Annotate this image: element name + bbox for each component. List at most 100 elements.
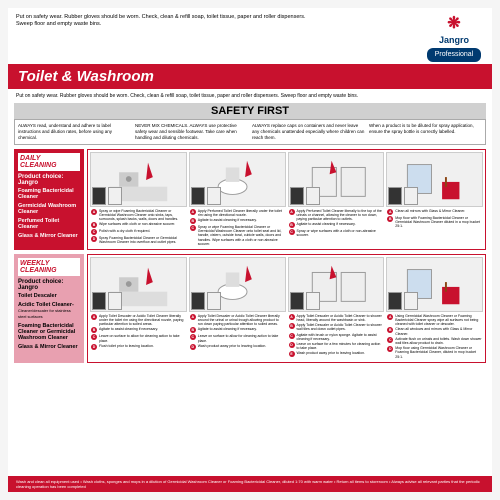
daily-section: DAILY CLEANING Product choice: Jangro Fo… [14, 149, 486, 250]
step-bullet: CSpray or wipe surfaces with a cloth or … [289, 229, 384, 237]
product-thumb-icon [290, 187, 304, 205]
step: AApply Perfumed Toilet Cleaner liberally… [189, 152, 286, 247]
product-thumb-icon [108, 292, 122, 310]
step-bullet: AApply Toilet Descaler or Acidic Toilet … [289, 314, 384, 322]
step-bullet: AApply Toilet Descaler or Acidic Toilet … [190, 314, 285, 327]
bullet-text: Flush toilet prior to leaving location. [99, 344, 154, 350]
product-thumb-icon [404, 292, 418, 310]
step-text: AApply Toilet Descaler or Acidic Toilet … [90, 314, 187, 351]
step-text: AApply Toilet Descaler or Acidic Toilet … [288, 314, 385, 359]
product-thumb-icon [108, 187, 122, 205]
step-illustration [189, 152, 286, 207]
product-thumb-icon [388, 292, 402, 310]
bullet-text: Mop floor using Germicidal Washroom Clea… [395, 346, 482, 359]
bullet-text: Spray Foaming Bactericidal Cleaner or Ge… [99, 236, 186, 244]
daily-label: DAILY CLEANING Product choice: Jangro Fo… [14, 149, 84, 250]
step-illustration [90, 152, 187, 207]
step-bullet: BMop floor with Foaming Bactericidal Cle… [387, 216, 482, 229]
step-bullet: AApply Perfumed Toilet Cleaner liberally… [289, 209, 384, 222]
step-bullet: CSpray or wipe Foaming Bactericidal Clea… [190, 225, 285, 246]
product-thumb-icon [290, 292, 304, 310]
step: AClean all mirrors with Glass & Mirror C… [386, 152, 483, 247]
bullet-text: Clean all windows and mirrors with Glass… [395, 327, 482, 335]
step-bullet: CActivate flush on urinals and toilets. … [387, 337, 482, 345]
bullet-marker: B [387, 327, 393, 333]
step-bullet: AApply Toilet Descaler or Acidic Toilet … [91, 314, 186, 327]
step-bullet: BClean all windows and mirrors with Glas… [387, 327, 482, 335]
bullet-marker: B [387, 216, 393, 222]
step-text: AApply Perfumed Toilet Cleaner liberally… [189, 209, 286, 247]
bullet-text: Leave on surface to allow for cleaning a… [99, 334, 186, 342]
step-bullet: DSpray Foaming Bactericidal Cleaner or G… [91, 236, 186, 244]
brand-logo: ❋ Jangro Professional [424, 14, 484, 62]
bullet-marker: C [91, 229, 97, 235]
bullet-text: Clean all mirrors with Glass & Mirror Cl… [395, 209, 465, 215]
bullet-text: Apply Toilet Descaler or Acidic Toilet C… [297, 323, 384, 331]
bullet-text: Apply Perfumed Toilet Cleaner liberally … [297, 209, 384, 222]
bullet-text: Leave on surface to allow for cleaning a… [198, 334, 285, 342]
step-bullet: DFlush toilet prior to leaving location. [91, 344, 186, 350]
bullet-marker: A [91, 209, 97, 215]
step-bullet: EWash product away prior to leaving loca… [289, 351, 384, 357]
product-thumb-icon [92, 292, 106, 310]
logo-icon: ❋ [424, 14, 484, 35]
safety-col-3: ALWAYS replace caps on containers and ne… [252, 123, 365, 141]
step-illustration [90, 257, 187, 312]
step-illustration [386, 152, 483, 207]
bullet-marker: A [289, 314, 295, 320]
step: AApply Perfumed Toilet Cleaner liberally… [288, 152, 385, 247]
step-bullet: BWipe surfaces with cloth or non abrasiv… [91, 222, 186, 228]
bullet-marker: C [387, 337, 393, 343]
bullet-text: Wash product away prior to leaving locat… [198, 344, 267, 350]
weekly-prod-4: Glass & Mirror Cleaner [18, 344, 80, 350]
step-bullet: CLeave on surface to allow for cleaning … [190, 334, 285, 342]
weekly-prod-2: Acidic Toilet Cleaner-Cleaner/descaler f… [18, 302, 80, 320]
bullet-text: Apply Toilet Descaler or Acidic Toilet C… [198, 314, 285, 327]
bullet-text: Polish with a dry cloth if required. [99, 229, 150, 235]
step-bullet: BAgitate to assist cleaning if necessary… [190, 218, 285, 224]
step-illustration [189, 257, 286, 312]
brand-badge: Professional [427, 48, 482, 61]
bullet-text: Using Germicidal Washroom Cleaner or Foa… [395, 314, 482, 327]
product-thumb-icon [306, 187, 320, 205]
safety-col-4: When a product is to be diluted for spra… [369, 123, 482, 141]
bullet-marker: E [289, 351, 295, 357]
step-bullet: BAgitate to assist cleaning if necessary… [91, 327, 186, 333]
brand-name: Jangro [424, 35, 484, 47]
bullet-marker: A [190, 209, 196, 215]
step: AApply Toilet Descaler or Acidic Toilet … [189, 257, 286, 360]
daily-steps: A Spray or wipe Foaming Bactericidal Clea… [87, 149, 486, 250]
footer-note: Wash and clean all equipment used • Wash… [8, 476, 492, 492]
product-thumb-icon [404, 187, 418, 205]
step-text: AApply Perfumed Toilet Cleaner liberally… [288, 209, 385, 239]
bullet-text: Mop floor with Foaming Bactericidal Clea… [395, 216, 482, 229]
bullet-marker: C [289, 333, 295, 339]
step: ASpray or wipe Foaming Bactericidal Clea… [90, 152, 187, 247]
bullet-marker: D [190, 344, 196, 350]
bullet-marker: A [190, 314, 196, 320]
top-instruction: Put on safety wear. Rubber gloves should… [16, 14, 306, 62]
product-thumb-icon [207, 187, 221, 205]
bullet-marker: B [91, 222, 97, 228]
bullet-text: Wash product away prior to leaving locat… [297, 351, 366, 357]
bullet-marker: B [190, 327, 196, 333]
bullet-marker: C [190, 225, 196, 231]
step-bullet: BAgitate to assist cleaning if necessary… [190, 327, 285, 333]
weekly-label: WEEKLY CLEANING Product choice: Jangro T… [14, 254, 84, 363]
bullet-text: Spray or wipe Foaming Bactericidal Clean… [198, 225, 285, 246]
step-text: AClean all mirrors with Glass & Mirror C… [386, 209, 483, 230]
step-bullet: DWash product away prior to leaving loca… [190, 344, 285, 350]
safety-col-2: NEVER MIX CHEMICALS. ALWAYS use protecti… [135, 123, 248, 141]
top-row: Put on safety wear. Rubber gloves should… [8, 8, 492, 64]
step-bullet: DMop floor using Germicidal Washroom Cle… [387, 346, 482, 359]
step-text: AUsing Germicidal Washroom Cleaner or Fo… [386, 314, 483, 360]
bullet-text: Activate flush on urinals and toilets. W… [395, 337, 482, 345]
step: AApply Toilet Descaler or Acidic Toilet … [288, 257, 385, 360]
bullet-text: Agitate to assist cleaning if necessary. [99, 327, 158, 333]
weekly-section: WEEKLY CLEANING Product choice: Jangro T… [14, 254, 486, 363]
step-bullet: ASpray or wipe Foaming Bactericidal Clea… [91, 209, 186, 222]
bullet-marker: A [387, 209, 393, 215]
bullet-marker: A [387, 314, 393, 320]
safety-col-1: ALWAYS read, understand and adhere to la… [18, 123, 131, 141]
bullet-marker: B [289, 222, 295, 228]
